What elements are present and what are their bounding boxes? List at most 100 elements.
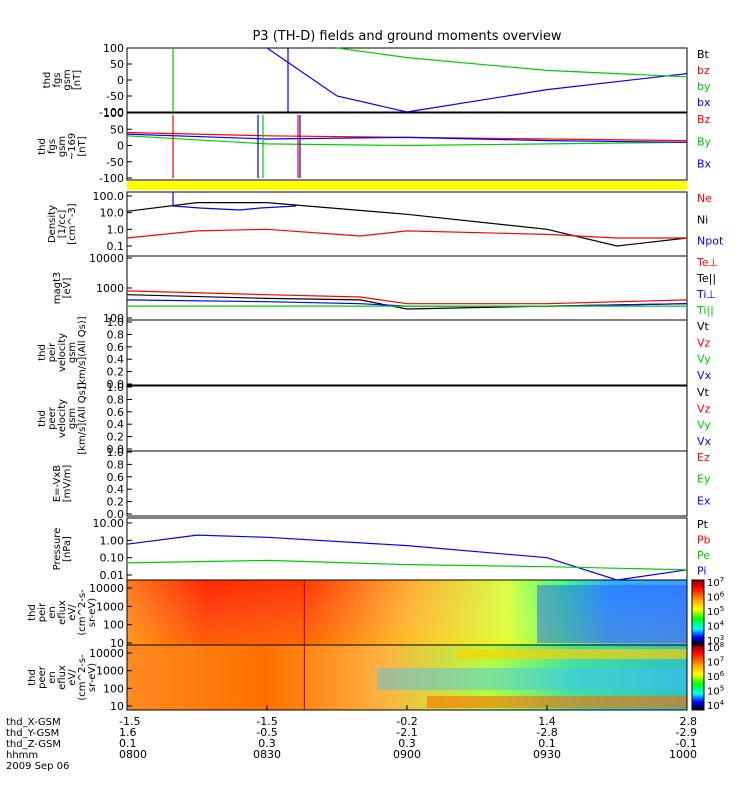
y-axis-label: [nPa] — [62, 536, 73, 562]
y-tick-label: 1.0 — [107, 381, 125, 394]
y-axis-label: thd — [37, 410, 48, 427]
x-axis-value: -0.2 — [396, 715, 417, 728]
y-axis-label: peir — [47, 342, 58, 362]
panel-frame-density — [126, 191, 688, 257]
spectrogram-peer-band — [377, 668, 687, 690]
x-axis-value: 1.4 — [538, 715, 556, 728]
y-tick-label: 1000 — [96, 665, 124, 678]
y-tick-label: -100 — [99, 172, 124, 185]
colorbar-tick-label: 107 — [707, 656, 724, 669]
x-axis-value: -0.5 — [256, 726, 277, 739]
colorbar-peer — [691, 644, 705, 711]
y-axis-label: [mV/m] — [62, 465, 73, 503]
legend-entry: Vx — [697, 435, 712, 448]
y-axis-label: magt3 — [52, 272, 63, 305]
y-axis-label: thd — [42, 72, 53, 89]
legend-entry: Vy — [697, 419, 711, 432]
x-axis-value: -2.8 — [536, 726, 557, 739]
y-tick-label: 1.00 — [100, 534, 125, 547]
panel-frame-peir_vel — [126, 319, 688, 386]
x-axis-row-label: thd_Z-GSM — [6, 739, 61, 750]
x-axis-row-label: thd_X-GSM — [6, 717, 61, 728]
y-tick-label: -50 — [106, 156, 124, 169]
x-axis-value: 0.3 — [258, 737, 276, 750]
y-tick-label: 0.6 — [107, 471, 125, 484]
legend-entry: Pt — [697, 518, 709, 531]
x-axis-value: 1000 — [669, 748, 697, 761]
panel-frame-pressure — [126, 517, 688, 581]
series-Ni — [126, 202, 688, 247]
series-Te-perp — [126, 290, 688, 305]
y-axis-label: thd — [37, 138, 48, 155]
y-axis-label: E=-VxB — [52, 465, 63, 502]
panel-frame-fgh — [126, 112, 688, 181]
y-tick-label: 0.6 — [107, 406, 125, 419]
x-axis-value: 0.1 — [538, 737, 556, 750]
x-axis-value: -2.9 — [676, 726, 697, 739]
y-tick-label: -100 — [99, 106, 124, 119]
legend-entry: Ne — [697, 192, 712, 205]
y-axis-label: Density — [47, 205, 58, 243]
x-axis-value: -1.5 — [119, 715, 140, 728]
y-axis-label: thd — [27, 669, 38, 686]
y-axis-label: sr-eV) — [87, 663, 98, 692]
colorbar-tick-label: 105 — [707, 605, 724, 618]
panel-frame-temp — [126, 255, 688, 321]
legend-entry: Vz — [697, 336, 711, 349]
series-Npot — [172, 192, 297, 211]
y-tick-label: 0.01 — [100, 569, 125, 582]
colorbar-peir — [691, 579, 705, 646]
x-axis-row-label: thd_Y-GSM — [6, 728, 59, 739]
y-tick-label: 0.2 — [107, 496, 125, 509]
legend-entry: bz — [697, 64, 710, 77]
y-axis-label: [nT] — [77, 136, 88, 156]
x-axis-value: -2.1 — [396, 726, 417, 739]
y-tick-label: 0.10 — [100, 552, 125, 565]
colorbar-tick-label: 106 — [707, 670, 725, 683]
y-tick-label: 100 — [103, 682, 124, 695]
series-Pe — [126, 559, 688, 571]
y-tick-label: 100 — [103, 42, 124, 55]
legend-entry: Ti|| — [696, 304, 714, 317]
legend-entry: Bx — [697, 158, 712, 171]
panel-frame-peer_vel — [126, 385, 688, 452]
y-axis-label: gsm — [67, 342, 78, 363]
y-axis-label: gsm — [57, 136, 68, 157]
y-axis-label: velocity — [57, 399, 68, 438]
x-axis-value: -1.5 — [256, 715, 277, 728]
y-tick-label: 0.4 — [107, 483, 125, 496]
y-tick-label: 1.0 — [107, 316, 125, 329]
x-axis-value: 0.3 — [398, 737, 416, 750]
y-tick-label: 10 — [110, 637, 124, 650]
y-tick-label: 100 — [103, 312, 124, 325]
x-axis-value: -0.1 — [676, 737, 697, 750]
y-axis-label: gsm — [67, 408, 78, 429]
y-tick-label: 100 — [103, 619, 124, 632]
legend-entry: Vy — [697, 353, 711, 366]
y-axis-label: [1/cc] — [57, 210, 68, 239]
y-axis-label: eflux — [57, 665, 68, 690]
y-tick-label: 0 — [117, 140, 124, 153]
y-axis-label: [cm^-3] — [67, 203, 78, 244]
y-tick-label: 1.0 — [107, 446, 125, 459]
y-tick-label: 10.00 — [93, 517, 125, 530]
y-tick-label: 50 — [110, 123, 124, 136]
y-axis-label: (cm^2-s- — [77, 589, 88, 636]
colorbar-tick-label: 108 — [707, 641, 724, 654]
x-axis-value: 1.6 — [119, 726, 137, 739]
y-tick-label: 10.0 — [100, 207, 125, 220]
colorbar-tick-label: 106 — [707, 591, 725, 604]
legend-entry: bx — [697, 96, 711, 109]
page-title: P3 (TH-D) fields and ground moments over… — [252, 29, 562, 44]
y-axis-label: thd — [37, 344, 48, 361]
x-axis-value: 2.8 — [680, 715, 698, 728]
y-axis-label: thd — [27, 604, 38, 621]
legend-entry: Vt — [697, 320, 710, 333]
y-tick-label: 50 — [110, 58, 124, 71]
legend-entry: Vx — [697, 369, 712, 382]
x-axis-value: 0800 — [119, 748, 147, 761]
y-tick-label: 0.0 — [107, 508, 125, 521]
series-Pi — [126, 534, 688, 581]
y-axis-label: en — [47, 606, 58, 619]
series-Ti-perp — [126, 299, 688, 307]
